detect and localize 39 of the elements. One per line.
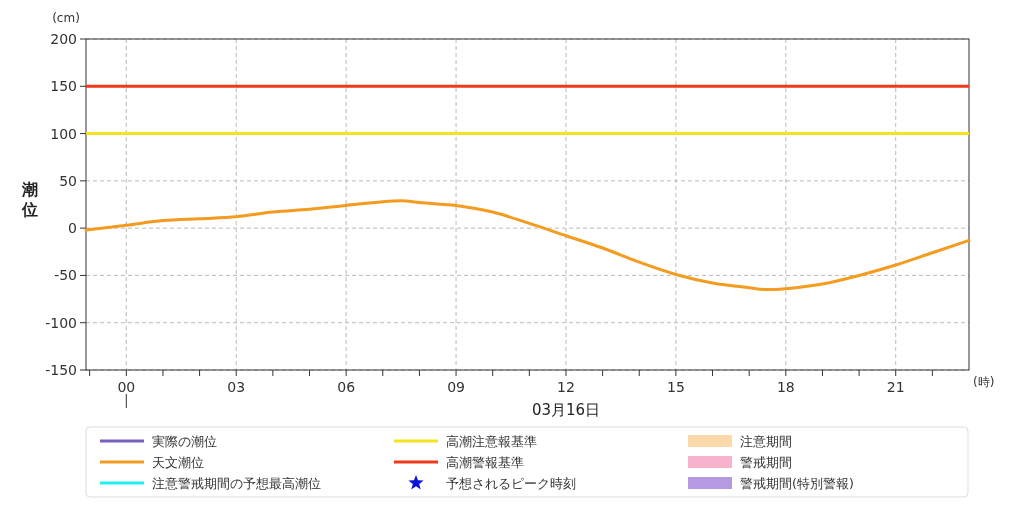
警戒期間(特別警報): 警戒期間(特別警報) — [688, 476, 854, 491]
x-tick-label: 00 — [117, 379, 136, 395]
x-tick-label: 21 — [886, 379, 905, 395]
x-axis-title: 03月16日 — [531, 401, 601, 419]
x-tick-label: 09 — [447, 379, 465, 395]
legend-label: 予想されるピーク時刻 — [446, 476, 576, 491]
legend-label: 高潮警報基準 — [446, 455, 524, 470]
実際の潮位: 実際の潮位 — [100, 434, 217, 449]
注意期間: 注意期間 — [688, 434, 792, 449]
y-tick-label: 150 — [50, 78, 77, 95]
y-tick-label: 200 — [50, 31, 77, 47]
注意警戒期間の予想最高潮位: 注意警戒期間の予想最高潮位 — [100, 476, 321, 491]
line-series — [84, 199, 971, 292]
天文潮位: 天文潮位 — [100, 455, 204, 470]
y-tick-label: -50 — [54, 267, 77, 284]
legend-label: 天文潮位 — [152, 455, 204, 470]
高潮注意報基準: 高潮注意報基準 — [394, 434, 537, 449]
警戒期間: 警戒期間 — [688, 455, 792, 470]
legend-label: 高潮注意報基準 — [446, 434, 537, 449]
legend-label: 警戒期間 — [740, 455, 792, 470]
y-tick-label: -100 — [45, 314, 77, 331]
x-tick-label: 18 — [776, 379, 795, 395]
legend-label: 実際の潮位 — [152, 434, 217, 449]
legend-label: 注意警戒期間の予想最高潮位 — [152, 476, 321, 491]
x-tick-label: 06 — [337, 379, 356, 395]
高潮警報基準: 高潮警報基準 — [394, 455, 524, 470]
text: (cm) — [52, 11, 80, 25]
text: (時) — [973, 375, 995, 389]
legend-label: 注意期間 — [740, 434, 792, 449]
y-axis-title: 潮位 — [21, 179, 38, 219]
x-tick-label: 12 — [557, 379, 575, 395]
legend-label: 警戒期間(特別警報) — [740, 476, 854, 491]
予想されるピーク時刻: 予想されるピーク時刻 — [408, 475, 576, 491]
x-tick-label: 15 — [666, 379, 685, 395]
y-tick-label: 50 — [59, 172, 77, 189]
x-tick-label: 03 — [227, 379, 246, 395]
y-tick-label: 0 — [68, 220, 77, 237]
y-tick-label: 100 — [50, 125, 77, 142]
y-tick-label: -150 — [45, 362, 77, 378]
